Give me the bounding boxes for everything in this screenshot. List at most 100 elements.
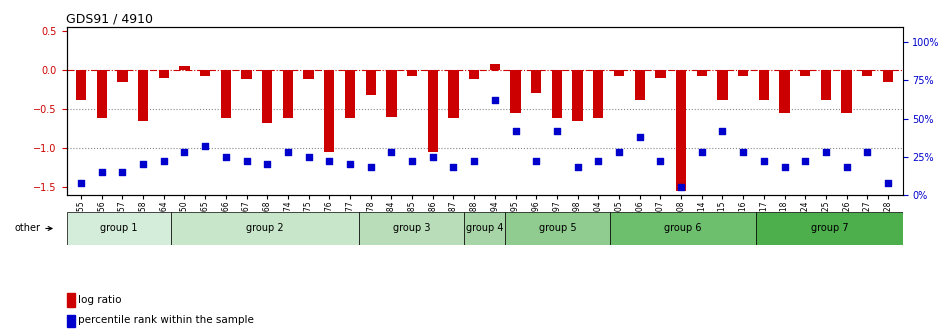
Bar [303,70,314,79]
Bar [324,70,334,152]
Point [466,159,482,164]
Point [177,150,192,155]
Point [115,169,130,175]
Text: group 4: group 4 [466,223,504,234]
Point [198,143,213,149]
Bar [779,70,789,113]
Bar [842,70,852,113]
Point [384,150,399,155]
Bar [469,70,480,79]
Text: group 1: group 1 [100,223,138,234]
Bar [428,70,438,152]
Bar [138,70,148,121]
Bar [448,70,459,118]
Text: other: other [14,223,52,234]
Text: group 6: group 6 [664,223,702,234]
Point [694,150,710,155]
Bar [407,70,417,76]
Text: group 3: group 3 [392,223,430,234]
Text: group 5: group 5 [539,223,577,234]
Text: log ratio: log ratio [78,295,122,305]
Point [777,165,792,170]
Bar [573,70,582,121]
Text: GDS91 / 4910: GDS91 / 4910 [66,13,154,26]
Point [881,180,896,185]
Bar [97,70,106,118]
FancyBboxPatch shape [171,212,359,245]
FancyBboxPatch shape [505,212,610,245]
Bar [696,70,707,76]
Bar [738,70,749,76]
Bar [76,70,86,99]
Point [818,150,833,155]
Bar [117,70,127,82]
Bar [241,70,252,79]
Bar [262,70,273,123]
Bar [717,70,728,99]
Text: percentile rank within the sample: percentile rank within the sample [78,316,255,325]
Bar [863,70,872,76]
Point [342,162,357,167]
FancyBboxPatch shape [756,212,902,245]
Point [136,162,151,167]
Point [528,159,543,164]
Bar [159,70,169,78]
FancyBboxPatch shape [66,212,171,245]
Point [239,159,255,164]
Bar [883,70,893,82]
Point [426,154,441,159]
Bar [510,70,521,113]
Point [405,159,420,164]
Bar [656,70,666,78]
Bar [283,70,294,118]
Bar [66,293,75,307]
Point [322,159,337,164]
Point [446,165,461,170]
Bar [66,315,75,327]
Point [94,169,109,175]
Bar [821,70,831,99]
FancyBboxPatch shape [359,212,464,245]
Point [860,150,875,155]
Point [508,128,523,133]
Bar [675,70,686,191]
Point [259,162,275,167]
FancyBboxPatch shape [610,212,756,245]
Point [487,97,503,103]
Point [839,165,854,170]
Point [218,154,234,159]
Bar [366,70,376,95]
Bar [635,70,645,99]
Bar [800,70,810,76]
Text: group 2: group 2 [246,223,284,234]
Point [280,150,295,155]
Point [301,154,316,159]
Point [549,128,564,133]
Point [653,159,668,164]
FancyBboxPatch shape [464,212,505,245]
Point [363,165,378,170]
Point [591,159,606,164]
Bar [489,64,500,70]
Bar [387,70,396,117]
Bar [531,70,542,93]
Point [632,134,647,139]
Text: group 7: group 7 [810,223,848,234]
Bar [200,70,210,76]
Point [798,159,813,164]
Point [756,159,771,164]
Bar [220,70,231,118]
Bar [759,70,770,99]
Point [714,128,730,133]
Bar [180,66,190,70]
Point [612,150,627,155]
Bar [593,70,603,118]
Bar [552,70,562,118]
Point [735,150,751,155]
Bar [345,70,355,118]
Bar [614,70,624,76]
Point [674,184,689,190]
Point [73,180,88,185]
Point [570,165,585,170]
Point [156,159,171,164]
